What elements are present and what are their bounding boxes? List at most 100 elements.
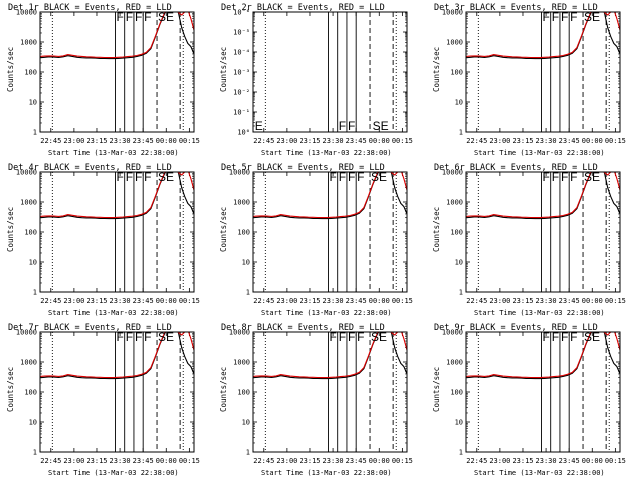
- x-tick-label: 22:45: [40, 457, 61, 465]
- y-tick-label: 100: [24, 389, 37, 397]
- x-tick-label: 23:30: [110, 457, 131, 465]
- x-tick-label: 00:00: [582, 297, 603, 305]
- panel-title: Det 9r BLACK = Events, RED = LLD: [434, 323, 598, 333]
- x-tick-label: 23:00: [63, 457, 84, 465]
- flag-label: F: [116, 170, 123, 184]
- y-axis-label: Counts/sec: [6, 207, 15, 252]
- lld-series-line: [40, 172, 194, 219]
- x-axis-label: Start Time (13-Mar-03 22:38:00): [474, 309, 605, 317]
- y-tick-label: 10000: [16, 9, 37, 17]
- flag-label: F: [126, 170, 133, 184]
- y-axis-label: Counts/sec: [6, 367, 15, 412]
- panel-det-7: Det 7r BLACK = Events, RED = LLD Counts/s…: [6, 323, 200, 477]
- x-axis-label: Start Time (13-Mar-03 22:38:00): [48, 309, 179, 317]
- plot-frame: [39, 171, 195, 293]
- events-series-line: [466, 332, 620, 380]
- x-tick-label: 00:00: [369, 137, 390, 145]
- y-tick-label: 10: [242, 259, 250, 267]
- y-tick-label: 1: [33, 129, 37, 137]
- flag-label: F: [144, 330, 151, 344]
- x-tick-label: 22:45: [466, 297, 487, 305]
- y-axis-label: Counts/sec: [219, 367, 228, 412]
- plot-frame: [465, 331, 621, 453]
- panel-det-1: Det 1r BLACK = Events, RED = LLD Counts/s…: [6, 3, 200, 157]
- x-tick-label: 23:00: [63, 137, 84, 145]
- x-tick-label: 23:00: [489, 457, 510, 465]
- flag-label: F: [542, 330, 549, 344]
- events-series-line: [466, 12, 620, 60]
- x-tick-label: 23:45: [559, 297, 580, 305]
- x-tick-label: 23:30: [323, 457, 344, 465]
- x-tick-label: 22:45: [253, 137, 274, 145]
- y-tick-label: 10⁻⁵: [233, 29, 250, 37]
- y-tick-label: 1: [246, 289, 250, 297]
- lld-series-line: [466, 12, 620, 59]
- x-tick-label: 00:00: [156, 137, 177, 145]
- y-tick-label: 10000: [229, 329, 250, 337]
- y-tick-label: 100: [450, 69, 463, 77]
- x-tick-label: 00:15: [605, 137, 626, 145]
- flag-label: F: [348, 170, 355, 184]
- x-tick-label: 23:15: [512, 297, 533, 305]
- y-tick-label: 100: [237, 389, 250, 397]
- x-tick-label: 00:15: [605, 297, 626, 305]
- x-tick-label: 00:15: [179, 457, 200, 465]
- x-tick-label: 23:30: [536, 457, 557, 465]
- flag-label: SE: [158, 170, 174, 184]
- flag-label: F: [552, 170, 559, 184]
- y-tick-label: 10000: [442, 9, 463, 17]
- x-tick-label: 00:15: [392, 457, 413, 465]
- panel-det-3: Det 3r BLACK = Events, RED = LLD Counts/s…: [432, 3, 626, 157]
- flag-label: F: [339, 119, 346, 133]
- x-tick-label: 00:15: [179, 297, 200, 305]
- flag-label: F: [116, 330, 123, 344]
- x-tick-label: 00:00: [582, 137, 603, 145]
- flag-label: F: [126, 330, 133, 344]
- panel-det-9: Det 9r BLACK = Events, RED = LLD Counts/s…: [432, 323, 626, 477]
- y-tick-label: 10: [242, 419, 250, 427]
- flag-label: F: [357, 170, 364, 184]
- y-tick-label: 1000: [20, 199, 37, 207]
- flag-label: E: [255, 119, 263, 133]
- lld-series-line: [466, 332, 620, 379]
- x-tick-label: 23:15: [86, 297, 107, 305]
- panel-det-2: Det 2r BLACK = Events, RED = LLD Counts/s…: [219, 3, 413, 157]
- y-tick-label: 10: [455, 99, 463, 107]
- y-tick-label: 10000: [442, 169, 463, 177]
- x-tick-label: 00:00: [156, 297, 177, 305]
- x-axis-label: Start Time (13-Mar-03 22:38:00): [261, 469, 392, 477]
- x-tick-label: 00:00: [369, 297, 390, 305]
- y-tick-label: 1000: [233, 359, 250, 367]
- flag-label: SE: [371, 330, 387, 344]
- y-axis-label: Counts/sec: [432, 367, 441, 412]
- flag-label: F: [339, 330, 346, 344]
- x-tick-label: 00:00: [582, 457, 603, 465]
- events-series-line: [253, 332, 407, 380]
- y-tick-label: 1: [33, 449, 37, 457]
- y-tick-label: 10⁻⁴: [233, 49, 250, 57]
- y-tick-label: 100: [24, 229, 37, 237]
- y-tick-label: 10⁻³: [233, 69, 250, 77]
- panel-title: Det 7r BLACK = Events, RED = LLD: [8, 323, 172, 333]
- x-tick-label: 22:45: [466, 137, 487, 145]
- flag-label: F: [144, 170, 151, 184]
- y-axis-label: Counts/sec: [6, 47, 15, 92]
- flag-label: F: [561, 170, 568, 184]
- panel-title: Det 8r BLACK = Events, RED = LLD: [221, 323, 385, 333]
- x-tick-label: 23:30: [110, 137, 131, 145]
- events-series-line: [40, 172, 194, 220]
- x-tick-label: 23:15: [299, 137, 320, 145]
- panel-det-5: Det 5r BLACK = Events, RED = LLD Counts/s…: [219, 163, 413, 317]
- x-axis-label: Start Time (13-Mar-03 22:38:00): [261, 309, 392, 317]
- x-tick-label: 23:00: [276, 137, 297, 145]
- y-tick-label: 1: [246, 449, 250, 457]
- x-tick-label: 00:15: [605, 457, 626, 465]
- x-axis-label: Start Time (13-Mar-03 22:38:00): [48, 149, 179, 157]
- y-tick-label: 10: [29, 419, 37, 427]
- panel-title: Det 3r BLACK = Events, RED = LLD: [434, 3, 598, 13]
- y-tick-label: 10000: [16, 169, 37, 177]
- flag-label: F: [542, 170, 549, 184]
- x-tick-label: 00:15: [392, 297, 413, 305]
- events-series-line: [466, 172, 620, 220]
